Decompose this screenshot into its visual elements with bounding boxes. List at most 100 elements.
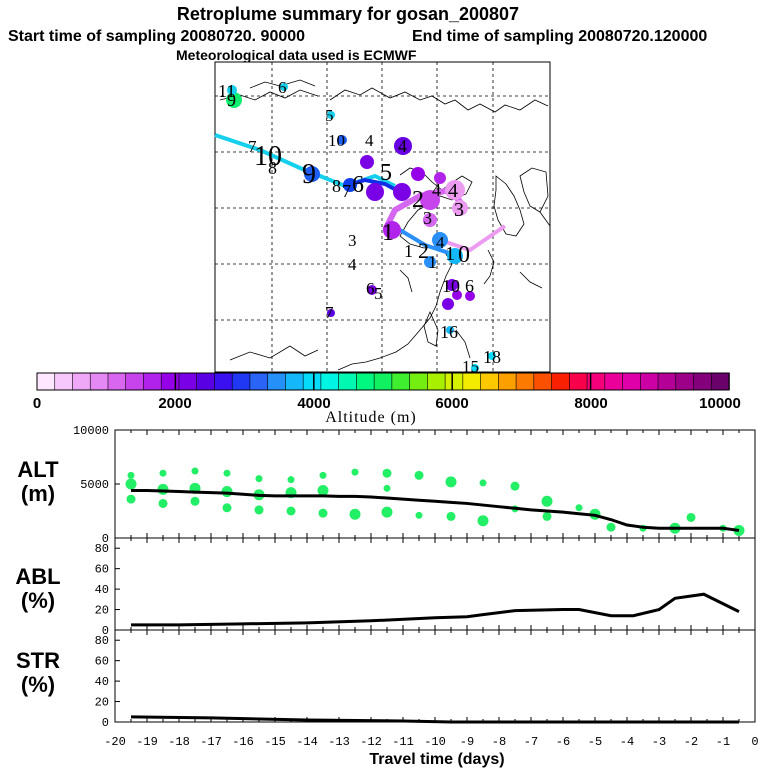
map-label: 15 <box>462 357 479 376</box>
particle-marker <box>158 498 168 508</box>
colorbar-cell <box>249 372 269 391</box>
map-label: 3 <box>423 208 432 228</box>
x-tick-label: -10 <box>424 735 446 749</box>
x-tick-label: -18 <box>168 735 190 749</box>
figure-title: Retroplume summary for gosan_200807 <box>177 4 519 24</box>
colorbar-cell <box>586 372 606 391</box>
colorbar-cell <box>302 372 322 391</box>
alt-panel-unit: (m) <box>21 481 55 506</box>
trajectory-markers <box>226 83 496 372</box>
particle-marker <box>381 506 393 518</box>
abl-panel-frame <box>114 537 756 631</box>
abl-x-ticks <box>114 538 756 630</box>
trajectory-map: 11 9 6 5 10 4 7 10 8 9 8 7 6 5 4 2 4 3 3… <box>214 61 551 376</box>
colorbar-cell <box>338 372 358 391</box>
str-panel-frame <box>114 629 756 723</box>
y-tick-label: 40 <box>95 675 109 689</box>
map-label: 10 <box>328 131 345 150</box>
map-label: 5 <box>380 160 392 186</box>
colorbar-cell <box>72 372 92 391</box>
colorbar-cell <box>515 372 535 391</box>
particle-marker <box>541 495 553 507</box>
x-tick-label: -1 <box>716 735 730 749</box>
x-tick-label: -8 <box>492 735 506 749</box>
y-tick-label: 0 <box>102 624 109 638</box>
alt-y-ticks: 0 5000 10000 <box>73 424 120 546</box>
alt-particle-markers <box>125 467 745 536</box>
colorbar-cell <box>710 372 730 391</box>
particle-marker <box>510 481 520 491</box>
colorbar-cell <box>125 372 145 391</box>
x-axis-title: Travel time (days) <box>369 751 504 768</box>
x-tick-label: -5 <box>588 735 602 749</box>
colorbar-cell <box>444 372 464 391</box>
map-label: 7 <box>325 303 334 322</box>
colorbar-cell <box>107 372 127 391</box>
map-label: 11 <box>218 81 235 101</box>
colorbar-cell <box>373 372 393 391</box>
alt-panel-title: ALT <box>17 457 59 482</box>
particle-marker <box>222 503 232 513</box>
map-label: 2 <box>418 238 429 263</box>
met-data-label: Meteorological data used is ECMWF <box>176 47 417 63</box>
colorbar-tick-label: 8000 <box>574 395 607 412</box>
str-y-ticks: 0 20 40 60 80 <box>95 634 120 730</box>
x-tick-label: -14 <box>296 735 318 749</box>
x-tick-label: -12 <box>360 735 382 749</box>
map-label: 0 <box>458 242 470 268</box>
map-label: 10 <box>442 276 460 296</box>
map-label: 6 <box>465 276 474 296</box>
colorbar-cell <box>657 372 677 391</box>
colorbar-cell <box>214 372 233 391</box>
y-tick-label: 80 <box>95 542 109 556</box>
particle-marker <box>477 515 489 527</box>
colorbar-tick-label: 2000 <box>158 395 191 412</box>
map-label: 3 <box>454 199 464 221</box>
colorbar-cell <box>285 372 304 391</box>
map-label: 4 <box>365 131 374 150</box>
x-tick-label: -6 <box>556 735 570 749</box>
map-label: 5 <box>325 106 334 125</box>
y-tick-label: 0 <box>102 532 109 546</box>
map-label: 7 <box>248 137 257 156</box>
x-tick-label: -19 <box>136 735 158 749</box>
colorbar-cell <box>54 372 74 391</box>
colorbar-tick-label: 0 <box>33 395 41 412</box>
map-label: 4 <box>398 136 407 156</box>
map-label: 1 <box>445 243 455 265</box>
abl-panel: ABL (%) 0 20 40 60 80 <box>15 537 756 638</box>
colorbar-cell <box>462 372 482 391</box>
particle-marker <box>606 522 616 532</box>
map-label: 16 <box>440 322 458 342</box>
y-tick-label: 20 <box>95 604 109 618</box>
particle-marker <box>415 511 423 519</box>
map-label: 4 <box>436 233 445 252</box>
colorbar-cell <box>675 372 695 391</box>
map-label: 7 <box>342 181 351 201</box>
colorbar-frame <box>36 372 730 391</box>
y-tick-label: 80 <box>95 634 109 648</box>
colorbar-cell <box>178 372 198 391</box>
colorbar-cell <box>427 372 446 391</box>
map-label: 4 <box>432 180 441 200</box>
particle-marker <box>159 469 167 477</box>
alt-x-ticks <box>114 430 756 538</box>
particle-marker <box>255 475 263 483</box>
particle-marker <box>191 467 199 475</box>
colorbar-cell <box>480 372 500 391</box>
map-label: 4 <box>448 180 458 202</box>
particle-marker <box>127 471 135 479</box>
str-panel: STR (%) 0 20 40 60 80 <box>16 629 756 730</box>
abl-panel-title: ABL <box>15 564 60 589</box>
particle-marker <box>254 505 264 515</box>
colorbar-cell <box>569 372 588 391</box>
x-axis-tick-labels: -20 -19 -18 -17 -16 -15 -14 -13 -12 -11 -10 -9 -8 -7-… <box>104 735 758 749</box>
y-tick-label: 10000 <box>73 424 109 438</box>
map-label: 1 <box>382 220 394 246</box>
colorbar-tick-label: 4000 <box>297 395 330 412</box>
particle-marker <box>382 468 392 478</box>
altitude-colorbar: 0 2000 4000 6000 8000 10000 Altitude (m) <box>33 372 741 426</box>
colorbar-cell <box>639 372 659 391</box>
colorbar-cell <box>391 372 411 391</box>
